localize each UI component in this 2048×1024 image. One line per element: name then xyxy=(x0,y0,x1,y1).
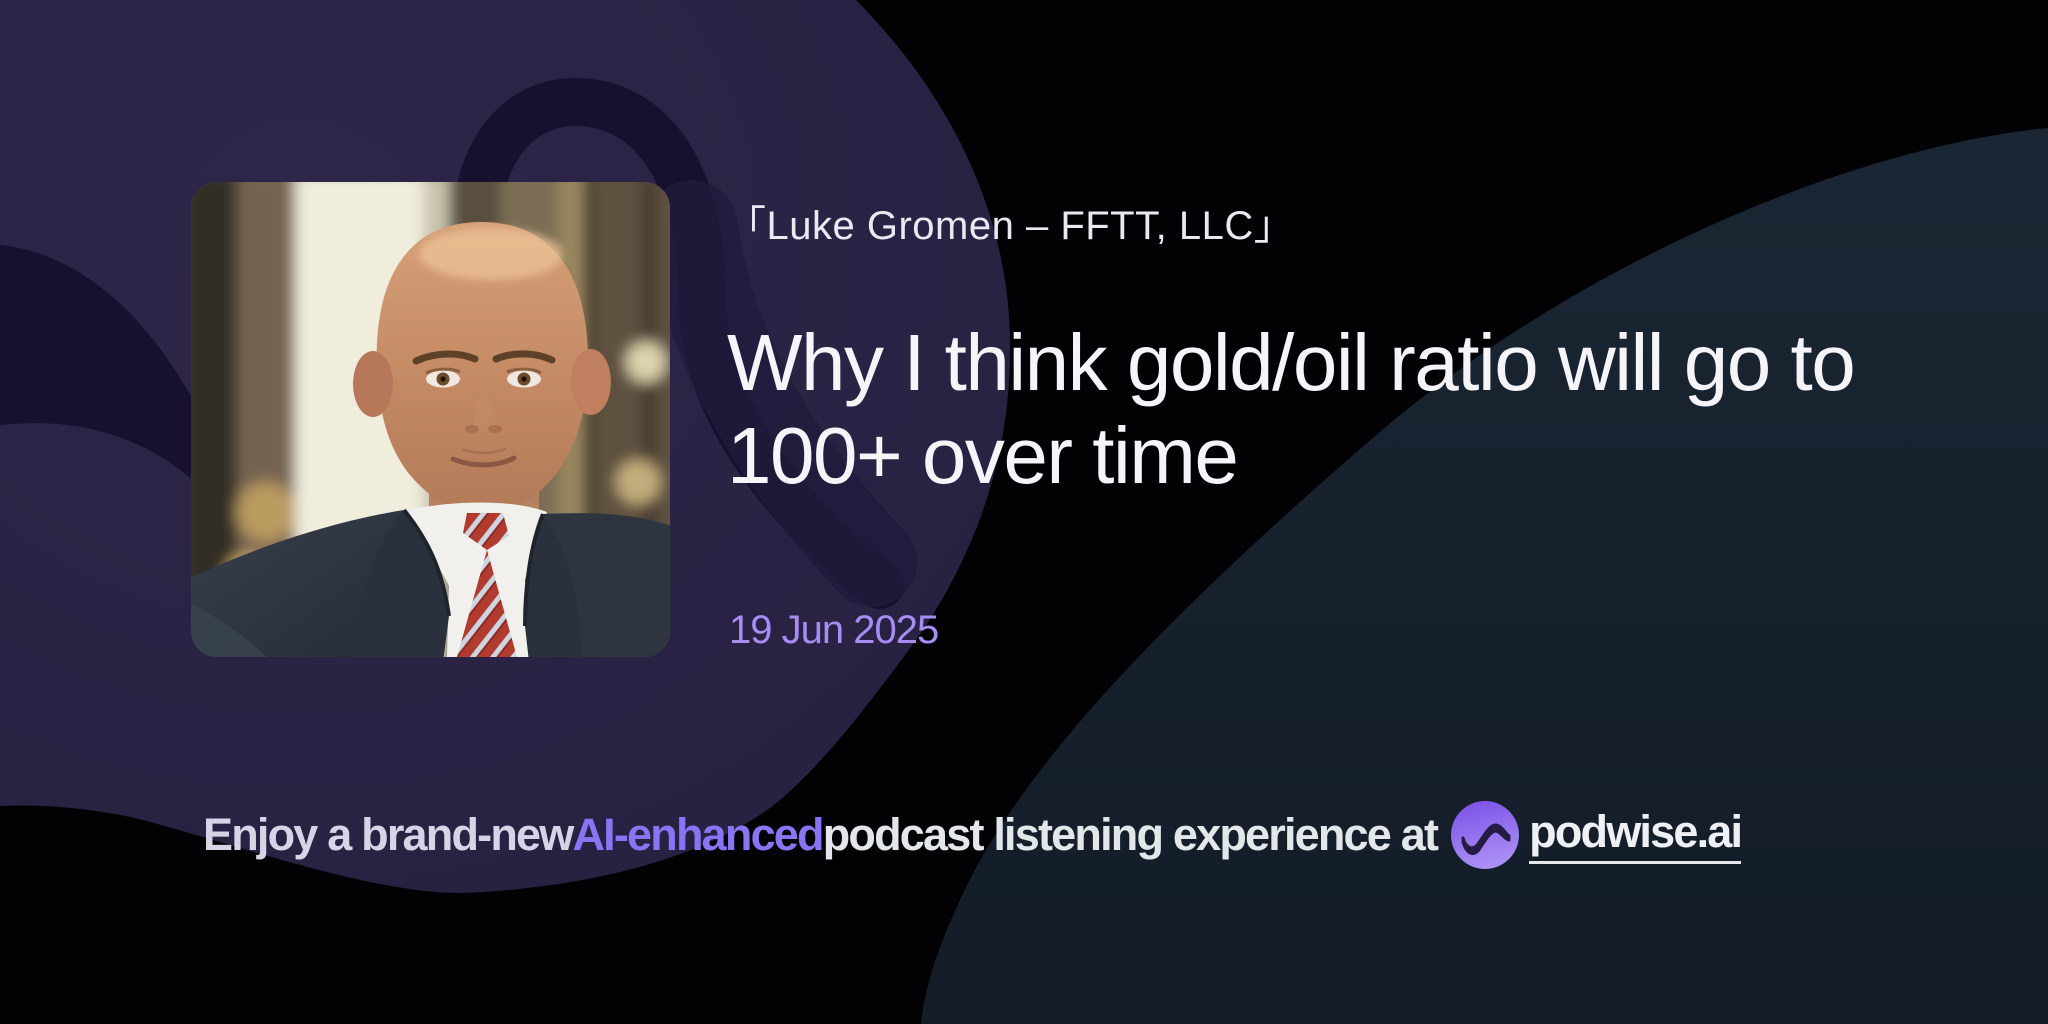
suit-jacket xyxy=(191,508,670,657)
tie xyxy=(457,513,517,657)
episode-title: Why I think gold/oil ratio will go to 10… xyxy=(727,316,1856,502)
left-ear xyxy=(353,351,393,417)
navy-circle-shape xyxy=(921,128,2048,1024)
portrait-illustration xyxy=(191,182,670,657)
footer-text-before: Enjoy a brand-new xyxy=(203,809,574,860)
footer-text-accent: AI-enhanced xyxy=(572,809,824,860)
podcast-byline: 「Luke Gromen – FFTT, LLC」 xyxy=(726,204,1295,248)
wave-icon xyxy=(1461,823,1511,855)
shirt xyxy=(391,502,547,657)
footer-tagline: Enjoy a brand-new AI-enhanced podcast li… xyxy=(203,799,1743,871)
podwise-logo xyxy=(1451,801,1520,869)
episode-date: 19 Jun 2025 xyxy=(729,608,939,652)
podwise-link[interactable]: podwise.ai xyxy=(1529,806,1743,864)
teapot-handle-soft-band xyxy=(647,180,917,607)
episode-title-line1: Why I think gold/oil ratio will go to xyxy=(727,318,1856,407)
portrait-face-features xyxy=(412,350,556,468)
episode-title-line2: 100+ over time xyxy=(727,411,1239,500)
right-ear xyxy=(571,349,611,415)
footer-text-after: podcast listening experience at xyxy=(822,809,1439,860)
episode-cover-photo xyxy=(191,182,670,657)
portrait-head xyxy=(376,222,589,513)
teapot-spout-shape xyxy=(0,245,228,492)
head-highlight xyxy=(419,228,563,280)
